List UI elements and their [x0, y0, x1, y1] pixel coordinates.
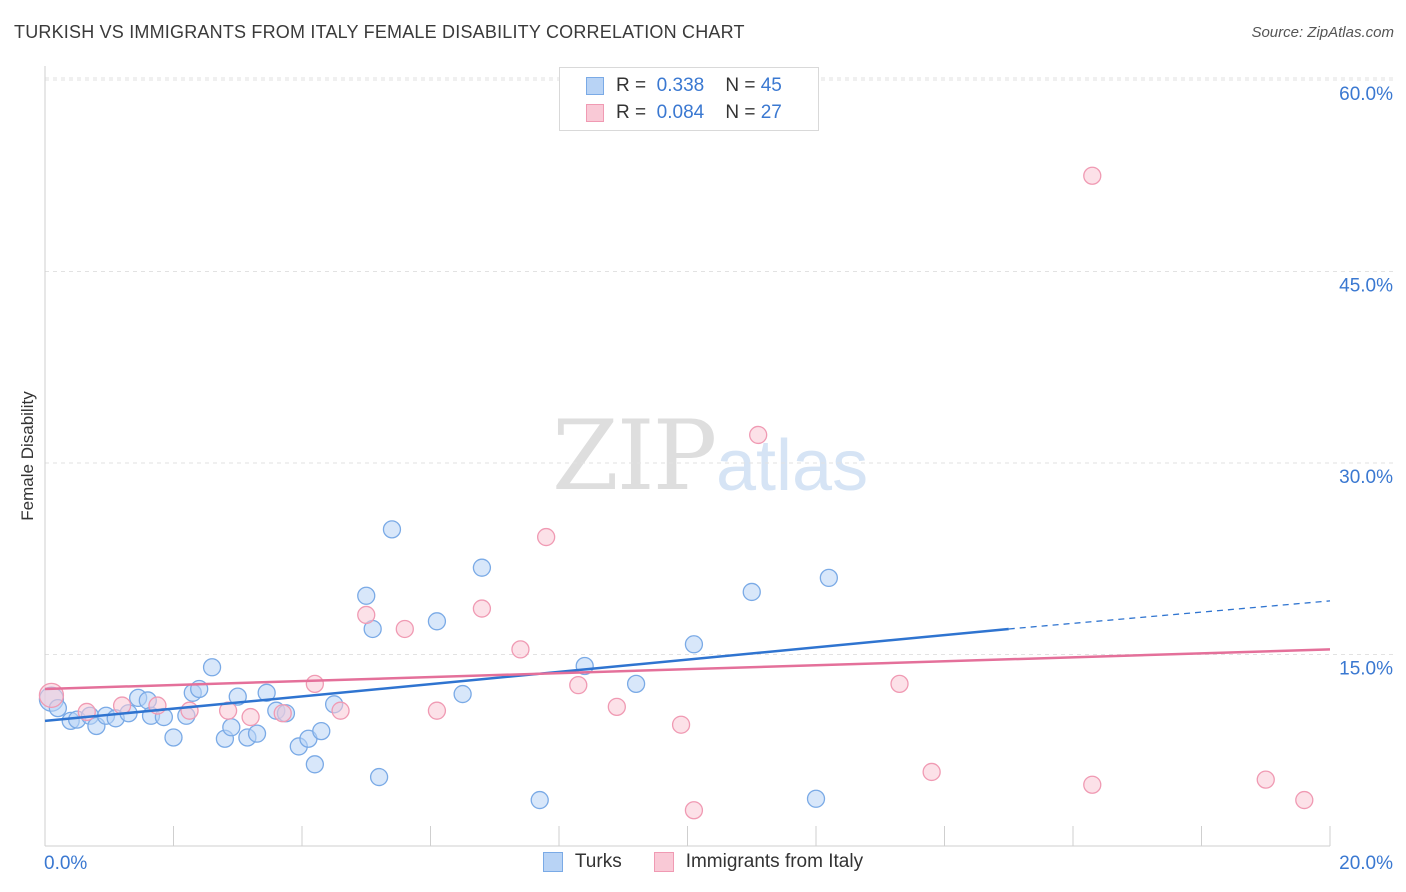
turks-point: [427, 612, 447, 631]
italy-point: [890, 674, 909, 694]
bottom-legend-italy[interactable]: Immigrants from Italy: [653, 851, 864, 873]
turks-point: [257, 683, 276, 702]
italy-point: [305, 674, 325, 694]
y-tick-label: 30.0%: [1339, 467, 1393, 488]
italy-point: [395, 619, 414, 639]
turks-point: [222, 718, 241, 737]
italy-point: [511, 640, 530, 659]
x-tick-label: 0.0%: [44, 853, 87, 874]
bottom-legend-label-italy: Immigrants from Italy: [685, 851, 864, 872]
italy-trend-line: [44, 648, 1331, 691]
legend-swatch-italy: [586, 104, 604, 122]
bottom-legend-turks[interactable]: Turks: [542, 851, 622, 873]
italy-point: [472, 599, 492, 618]
turks-point: [369, 767, 389, 787]
turks-point: [472, 558, 492, 577]
italy-point: [1083, 775, 1102, 794]
x-tick-label: 20.0%: [1339, 853, 1393, 874]
italy-point: [427, 701, 447, 720]
chart-title: TURKISH VS IMMIGRANTS FROM ITALY FEMALE …: [14, 22, 745, 42]
turks-point: [530, 790, 549, 810]
turks-point: [164, 728, 183, 747]
italy-point: [331, 701, 350, 720]
legend-row-italy: R = 0.084 N = 27: [586, 101, 782, 125]
turks-point: [626, 674, 646, 694]
legend-n-label: N =: [725, 102, 756, 123]
italy-point: [241, 707, 260, 727]
y-tick-label: 45.0%: [1339, 276, 1393, 297]
legend-n-label: N =: [725, 75, 756, 96]
turks-trend-extension: [1008, 600, 1331, 630]
italy-point: [180, 701, 199, 720]
italy-point: [357, 605, 376, 625]
legend-n-value: 27: [760, 102, 782, 123]
bottom-legend-swatch-italy: [653, 852, 674, 872]
legend-n-value: 45: [760, 75, 782, 96]
turks-point: [305, 755, 325, 774]
turks-point: [357, 586, 376, 605]
italy-point: [273, 704, 292, 723]
italy-point: [607, 697, 626, 716]
turks-point: [202, 658, 222, 677]
y-tick-label: 60.0%: [1339, 84, 1393, 105]
turks-point: [684, 635, 704, 654]
y-tick-label: 15.0%: [1339, 659, 1393, 680]
watermark-zip: ZIP: [552, 400, 717, 512]
italy-point: [38, 682, 65, 709]
legend-r-value: 0.084: [656, 102, 705, 123]
bottom-legend: Turks Immigrants from Italy: [0, 851, 1406, 873]
source-label: Source: ZipAtlas.com: [1251, 24, 1394, 41]
legend-r-label: R =: [616, 75, 647, 96]
turks-point: [247, 724, 267, 743]
italy-point: [1295, 790, 1314, 810]
turks-point: [453, 684, 472, 704]
turks-point: [382, 520, 402, 539]
italy-point: [922, 762, 941, 782]
italy-point: [537, 527, 556, 547]
turks-point: [806, 789, 826, 808]
turks-point: [819, 568, 838, 588]
turks-point: [742, 582, 761, 602]
italy-point: [671, 715, 691, 734]
italy-point: [1083, 166, 1102, 185]
bottom-legend-label-turks: Turks: [574, 851, 622, 872]
legend-swatch-turks: [586, 77, 604, 95]
italy-point: [112, 696, 132, 715]
legend-row-turks: R = 0.338 N = 45: [586, 74, 782, 98]
italy-point: [684, 801, 704, 820]
italy-point: [749, 425, 768, 445]
watermark-atlas: atlas: [716, 426, 869, 506]
turks-point: [312, 721, 331, 741]
legend-r-value: 0.338: [656, 75, 705, 96]
italy-point: [569, 675, 588, 695]
italy-point: [1256, 770, 1275, 789]
legend-r-label: R =: [616, 102, 647, 123]
legend-box: R = 0.338 N = 45 R = 0.084 N = 27: [559, 67, 819, 131]
bottom-legend-swatch-turks: [542, 852, 563, 872]
